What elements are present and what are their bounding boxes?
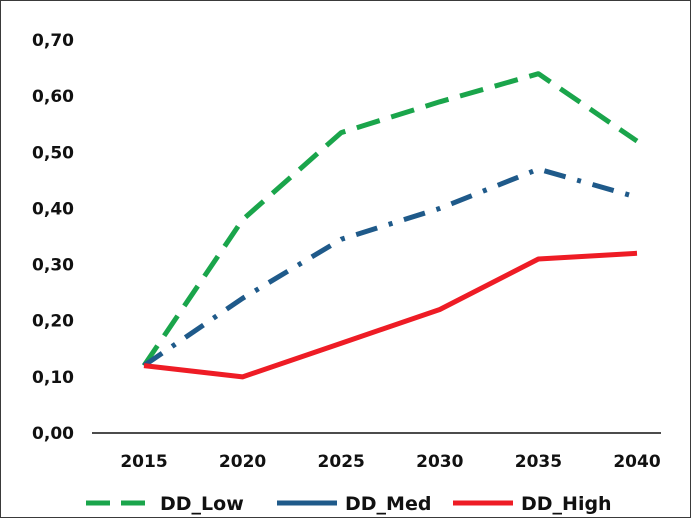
series-lines xyxy=(141,71,639,380)
legend: DD_Low DD_Med DD_High xyxy=(86,493,612,515)
x-tick-label: 2030 xyxy=(416,452,463,472)
legend-label: DD_High xyxy=(521,493,612,515)
x-tick-label: 2040 xyxy=(613,452,660,472)
x-tick-label: 2025 xyxy=(318,452,365,472)
x-axis-ticks: 2015 2020 2025 2030 2035 2040 xyxy=(120,452,660,472)
y-tick-label: 0,40 xyxy=(32,199,74,219)
legend-label: DD_Low xyxy=(160,493,244,515)
y-tick-label: 0,10 xyxy=(32,368,74,388)
series-line-dd-med xyxy=(142,166,638,368)
y-tick-label: 0,70 xyxy=(32,31,74,51)
x-tick-label: 2035 xyxy=(515,452,562,472)
y-tick-label: 0,60 xyxy=(32,87,74,107)
y-tick-label: 0,30 xyxy=(32,256,74,276)
x-tick-label: 2020 xyxy=(219,452,266,472)
y-tick-label: 0,20 xyxy=(32,312,74,332)
y-tick-label: 0,50 xyxy=(32,143,74,163)
series-line-dd-low xyxy=(141,71,639,367)
y-tick-label: 0,00 xyxy=(32,424,74,444)
x-tick-label: 2015 xyxy=(120,452,167,472)
y-axis-ticks: 0,00 0,10 0,20 0,30 0,40 0,50 0,60 0,70 xyxy=(32,31,74,444)
legend-label: DD_Med xyxy=(345,493,431,515)
series-line-dd-high xyxy=(143,250,638,380)
